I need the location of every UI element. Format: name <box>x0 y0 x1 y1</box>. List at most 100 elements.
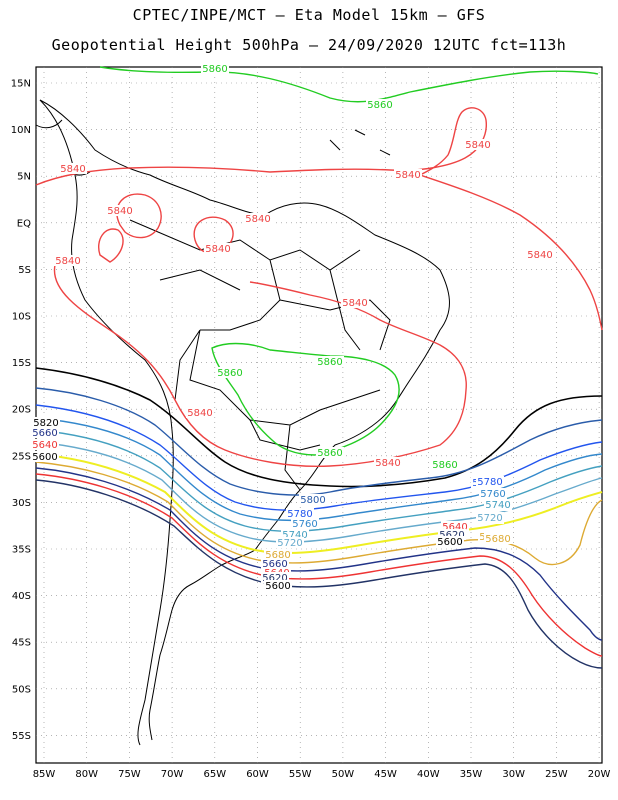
lat-tick-label: 25S <box>12 451 31 462</box>
contour-label-bg <box>316 447 344 458</box>
contour-label-bg <box>366 99 394 110</box>
axis-tick-labels: 15N 10N 5N EQ 5S 10S 15S 20S 25S 30S 35S 40S 45S 50S 5… <box>11 79 611 781</box>
contour-label-bg <box>264 549 292 560</box>
contour-label: 5860 <box>217 368 242 379</box>
contour-label-bg <box>106 205 134 216</box>
contour-label: 5840 <box>465 140 490 151</box>
contour-label: 5780 <box>287 509 312 520</box>
contour-label: 5720 <box>277 538 302 549</box>
contour-label-bg <box>276 537 304 548</box>
lat-lon-grid <box>36 67 602 763</box>
contour-5840-north <box>35 107 603 331</box>
contour-5840-colombia <box>98 228 124 263</box>
contour-label: 5840 <box>245 214 270 225</box>
contour-label-bg <box>31 439 59 450</box>
contour-5620 <box>35 479 603 669</box>
contour-label: 5860 <box>367 100 392 111</box>
contour-label: 5760 <box>480 489 505 500</box>
contour-label-bg <box>291 518 319 529</box>
lon-tick-label: 70W <box>161 769 184 780</box>
contour-5680 <box>35 461 603 566</box>
contour-5720 <box>35 441 603 543</box>
lat-tick-label: 15S <box>12 358 31 369</box>
lat-tick-label: EQ <box>17 218 31 229</box>
contour-label: 5840 <box>55 256 80 267</box>
contour-label-bg <box>479 488 507 499</box>
contour-label-bg <box>286 508 314 519</box>
contour-label-bg <box>431 459 459 470</box>
contour-label-bg <box>186 407 214 418</box>
contour-label-bg <box>476 476 504 487</box>
coastline-and-borders <box>35 99 450 746</box>
contour-label-bg <box>484 499 512 510</box>
contour-label-bg <box>216 367 244 378</box>
contour-label-bg <box>31 451 59 462</box>
map-subtitle: Geopotential Height 500hPa – 24/09/2020 … <box>51 36 567 54</box>
contour-5840-venezuela <box>116 193 162 239</box>
lon-tick-label: 75W <box>118 769 141 780</box>
contour-label-bg <box>484 533 512 544</box>
contour-label: 5660 <box>32 428 57 439</box>
contour-label: 5680 <box>265 550 290 561</box>
contour-label-bg <box>31 427 59 438</box>
lon-tick-label: 80W <box>75 769 98 780</box>
contour-label: 5740 <box>282 530 307 541</box>
contour-5780 <box>35 404 603 511</box>
lon-tick-label: 85W <box>33 769 56 780</box>
contour-label: 5800 <box>300 495 325 506</box>
contour-label: 5600 <box>437 537 462 548</box>
contour-label-bg <box>299 494 327 505</box>
contour-labels: 5860 5860 5860 5840 5840 5840 5840 5840 5840 5840… <box>31 63 554 592</box>
lat-tick-label: 30S <box>12 498 31 509</box>
lon-tick-label: 55W <box>289 769 312 780</box>
contour-label: 5600 <box>32 452 57 463</box>
contour-label: 5840 <box>187 408 212 419</box>
lon-tick-label: 20W <box>588 769 611 780</box>
contour-label: 5600 <box>265 581 290 592</box>
lat-tick-label: 20S <box>12 405 31 416</box>
contour-5640 <box>35 473 603 657</box>
lon-tick-label: 50W <box>332 769 355 780</box>
contour-label: 5840 <box>60 164 85 175</box>
contour-5860-north <box>99 66 599 103</box>
map-title: CPTEC/INPE/MCT – Eta Model 15km – GFS <box>132 6 486 24</box>
contour-label: 5660 <box>262 559 287 570</box>
contour-label: 5860 <box>432 460 457 471</box>
lat-tick-label: 35S <box>12 545 31 556</box>
contour-label-bg <box>244 213 272 224</box>
contour-label: 5860 <box>202 64 227 75</box>
contour-label-bg <box>201 63 229 74</box>
contour-label: 5680 <box>485 534 510 545</box>
lon-tick-label: 60W <box>246 769 269 780</box>
lon-tick-label: 35W <box>460 769 483 780</box>
contour-5800 <box>35 387 603 496</box>
contour-label-bg <box>32 417 60 428</box>
contour-label: 5840 <box>205 244 230 255</box>
contour-label: 5640 <box>442 522 467 533</box>
lon-tick-label: 25W <box>545 769 568 780</box>
contour-label: 5840 <box>107 206 132 217</box>
lat-tick-label: 40S <box>12 591 31 602</box>
contour-label-bg <box>464 139 492 150</box>
contour-5740 <box>35 429 603 532</box>
contour-label: 5740 <box>485 500 510 511</box>
contour-5760 <box>35 417 603 521</box>
lat-tick-label: 10S <box>12 312 31 323</box>
contour-label-bg <box>54 255 82 266</box>
contour-label-bg <box>59 163 87 174</box>
contour-label-bg <box>374 457 402 468</box>
lat-tick-label: 5N <box>17 172 31 183</box>
contour-label: 5780 <box>477 477 502 488</box>
contour-label-bg <box>438 529 466 540</box>
contour-label-bg <box>436 536 464 547</box>
contour-label: 5840 <box>395 170 420 181</box>
lat-tick-label: 15N <box>11 79 31 90</box>
lon-tick-label: 65W <box>203 769 226 780</box>
contour-label: 5820 <box>33 418 58 429</box>
contour-label-bg <box>204 243 232 254</box>
lon-tick-label: 40W <box>417 769 440 780</box>
contour-5660 <box>35 467 603 641</box>
contour-label: 5720 <box>477 513 502 524</box>
contour-label-bg <box>526 249 554 260</box>
